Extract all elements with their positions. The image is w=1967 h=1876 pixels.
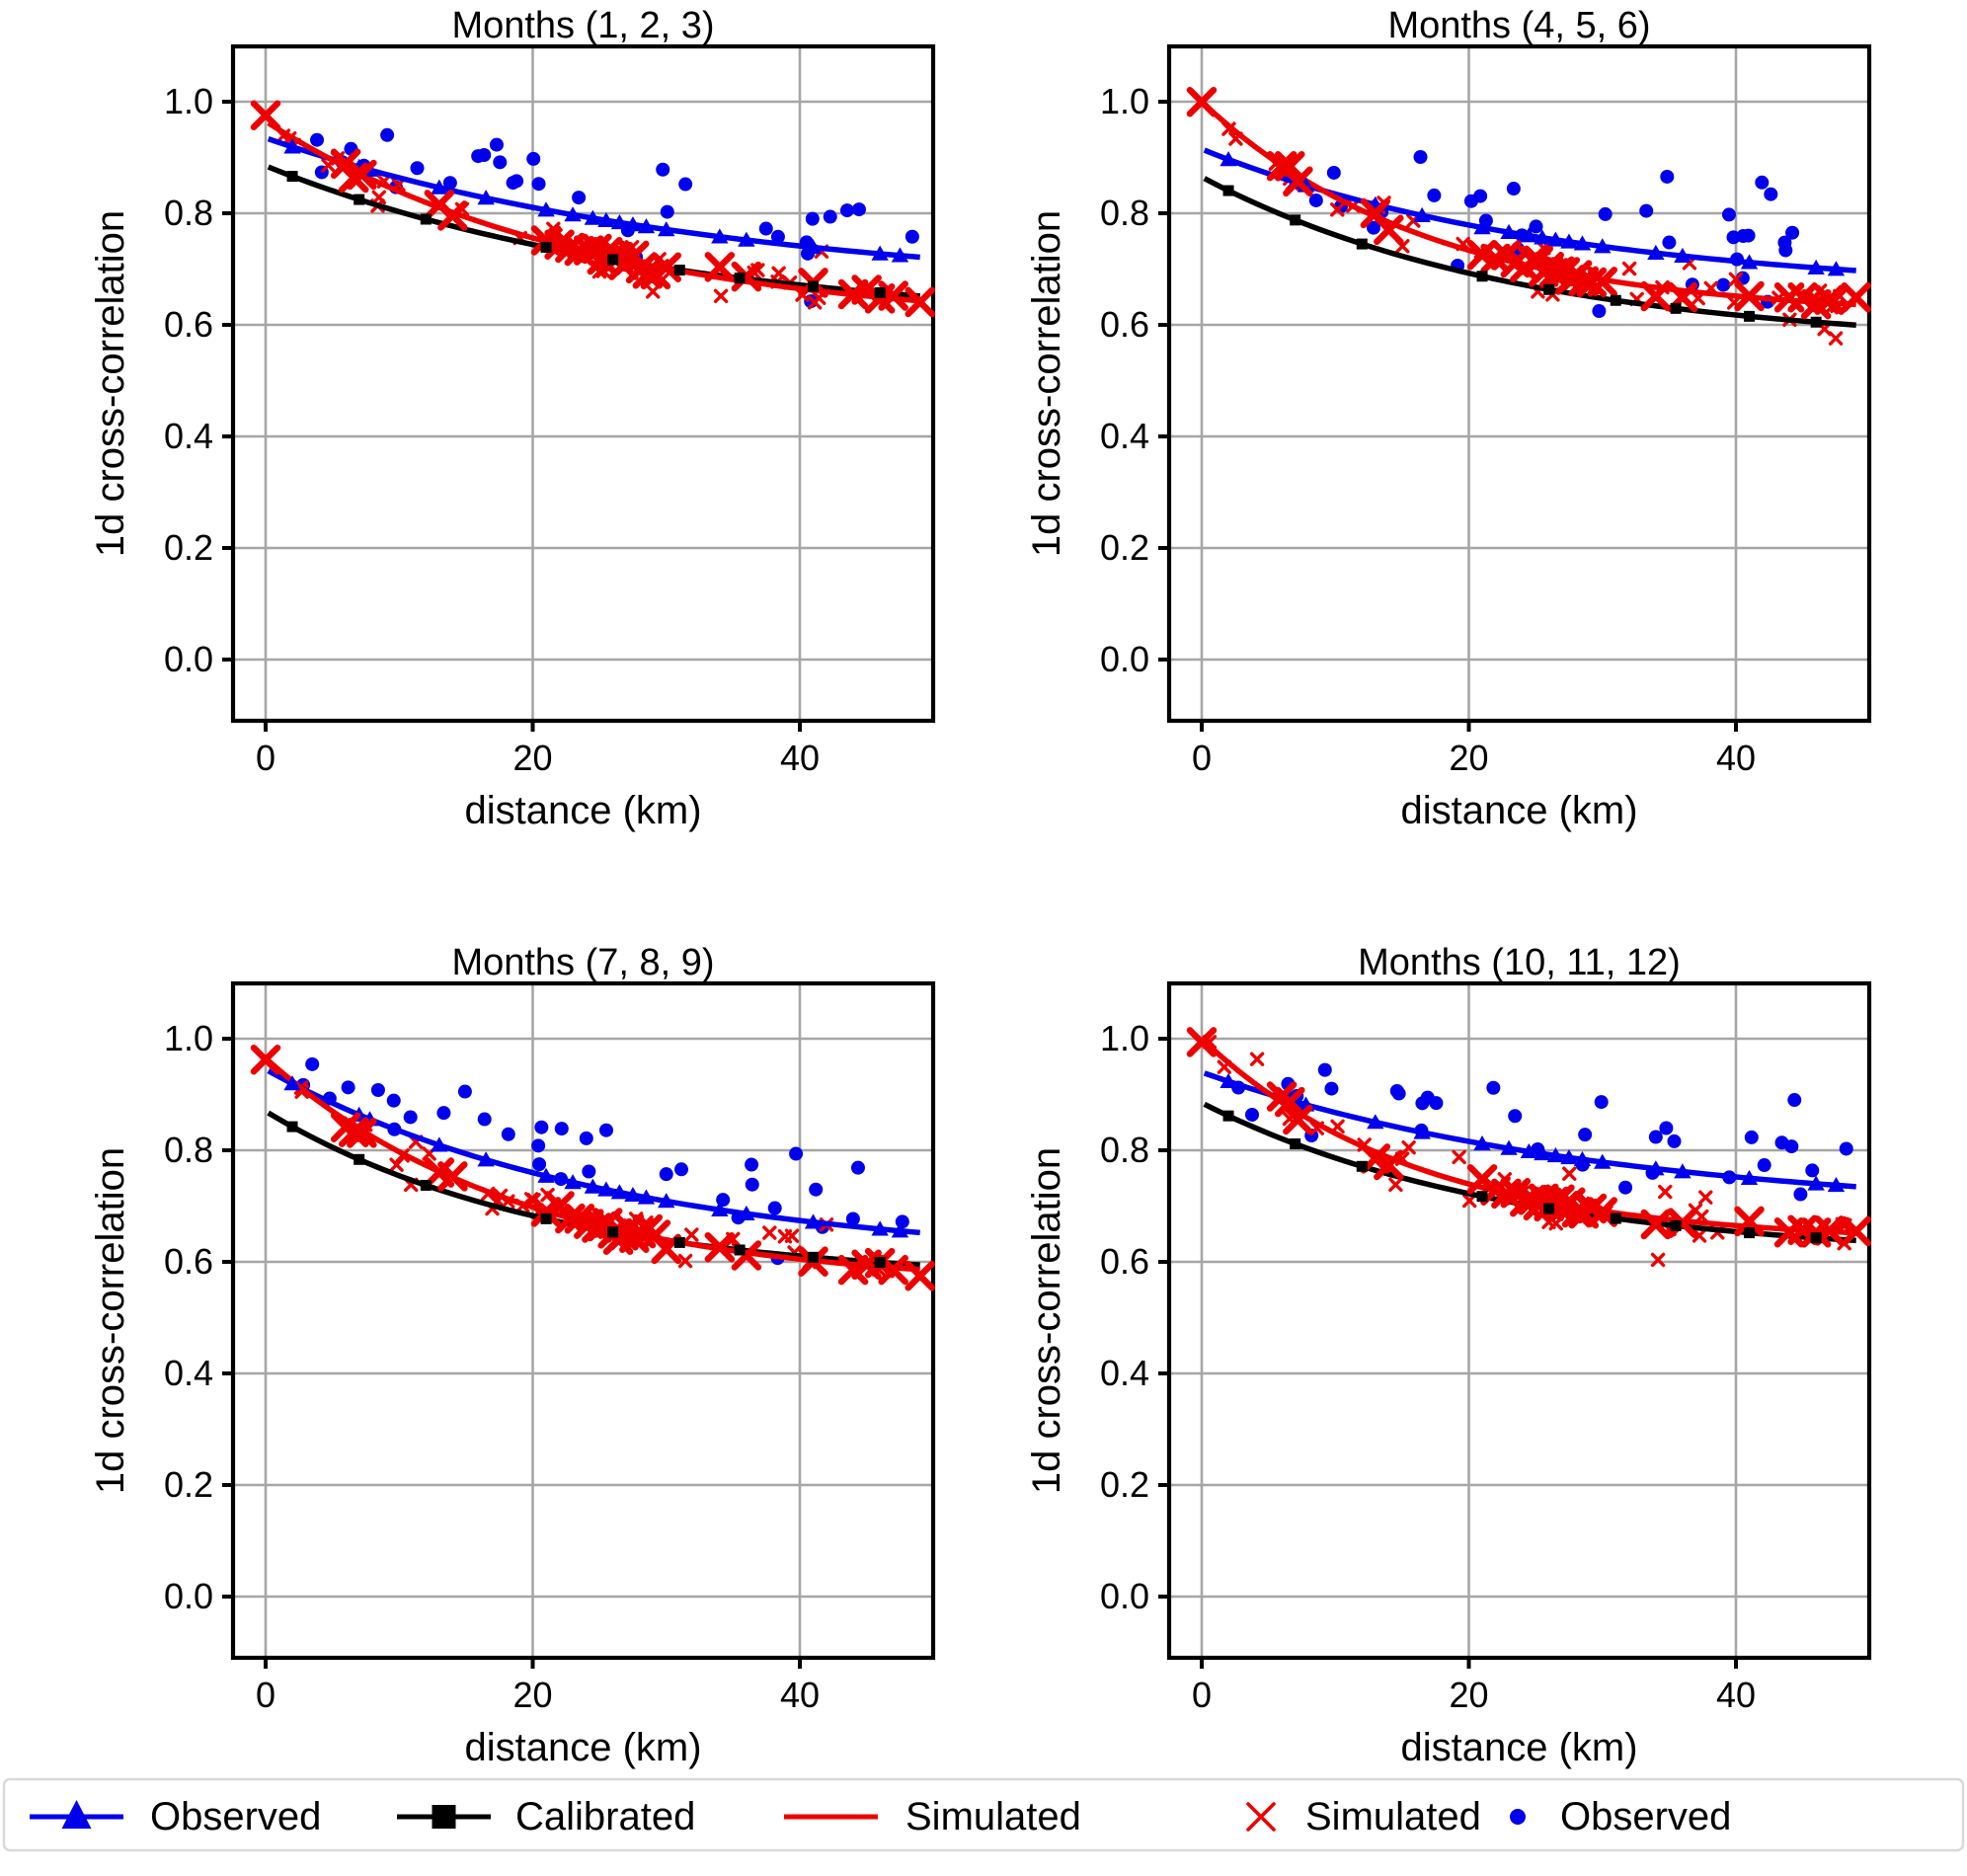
svg-text:0.6: 0.6 <box>164 304 213 345</box>
svg-text:1.0: 1.0 <box>164 1018 213 1058</box>
svg-text:0.4: 0.4 <box>1100 1353 1149 1393</box>
svg-text:0.2: 0.2 <box>1100 527 1149 568</box>
svg-text:Observed: Observed <box>150 1795 321 1838</box>
svg-text:40: 40 <box>780 738 820 778</box>
svg-text:1d cross-correlation: 1d cross-correlation <box>1026 210 1068 557</box>
svg-text:40: 40 <box>1716 738 1756 778</box>
svg-text:0.0: 0.0 <box>1100 639 1149 679</box>
svg-text:0.6: 0.6 <box>1100 1241 1149 1282</box>
svg-text:20: 20 <box>1449 738 1488 778</box>
svg-text:0.0: 0.0 <box>1100 1576 1149 1616</box>
svg-text:0.4: 0.4 <box>1100 416 1149 456</box>
svg-text:0.8: 0.8 <box>1100 193 1149 233</box>
svg-text:0.2: 0.2 <box>164 527 213 568</box>
svg-text:Simulated: Simulated <box>1305 1795 1481 1838</box>
svg-text:Months (7, 8, 9): Months (7, 8, 9) <box>451 943 714 983</box>
svg-text:0.2: 0.2 <box>1100 1464 1149 1505</box>
svg-text:0: 0 <box>256 738 275 778</box>
svg-text:1d cross-correlation: 1d cross-correlation <box>90 210 132 557</box>
svg-text:distance (km): distance (km) <box>464 1726 701 1769</box>
svg-text:distance (km): distance (km) <box>1400 789 1637 832</box>
svg-text:0.0: 0.0 <box>164 1576 213 1616</box>
svg-text:0.2: 0.2 <box>164 1464 213 1505</box>
svg-text:0: 0 <box>1192 738 1212 778</box>
svg-text:distance (km): distance (km) <box>464 789 701 832</box>
svg-text:0.0: 0.0 <box>164 639 213 679</box>
svg-text:1d cross-correlation: 1d cross-correlation <box>90 1147 132 1494</box>
svg-text:0.6: 0.6 <box>1100 304 1149 345</box>
svg-text:Observed: Observed <box>1560 1795 1731 1838</box>
svg-text:0: 0 <box>1192 1675 1212 1715</box>
svg-text:40: 40 <box>1716 1675 1756 1715</box>
svg-text:Months (10, 11, 12): Months (10, 11, 12) <box>1358 943 1681 983</box>
svg-text:1.0: 1.0 <box>1100 81 1149 121</box>
svg-text:Simulated: Simulated <box>905 1795 1081 1838</box>
svg-text:40: 40 <box>780 1675 820 1715</box>
svg-text:20: 20 <box>512 1675 552 1715</box>
svg-text:0.4: 0.4 <box>164 416 213 456</box>
svg-text:distance (km): distance (km) <box>1400 1726 1637 1769</box>
svg-text:0.8: 0.8 <box>164 1130 213 1170</box>
svg-text:20: 20 <box>512 738 552 778</box>
svg-text:Months (4, 5, 6): Months (4, 5, 6) <box>1387 6 1650 46</box>
svg-text:1d cross-correlation: 1d cross-correlation <box>1026 1147 1068 1494</box>
svg-text:20: 20 <box>1449 1675 1488 1715</box>
svg-text:Months (1, 2, 3): Months (1, 2, 3) <box>451 6 714 46</box>
svg-text:0.8: 0.8 <box>1100 1130 1149 1170</box>
svg-text:0.8: 0.8 <box>164 193 213 233</box>
svg-text:Calibrated: Calibrated <box>515 1795 695 1838</box>
svg-text:0: 0 <box>256 1675 275 1715</box>
svg-text:0.4: 0.4 <box>164 1353 213 1393</box>
svg-text:1.0: 1.0 <box>1100 1018 1149 1058</box>
svg-text:1.0: 1.0 <box>164 81 213 121</box>
svg-text:0.6: 0.6 <box>164 1241 213 1282</box>
